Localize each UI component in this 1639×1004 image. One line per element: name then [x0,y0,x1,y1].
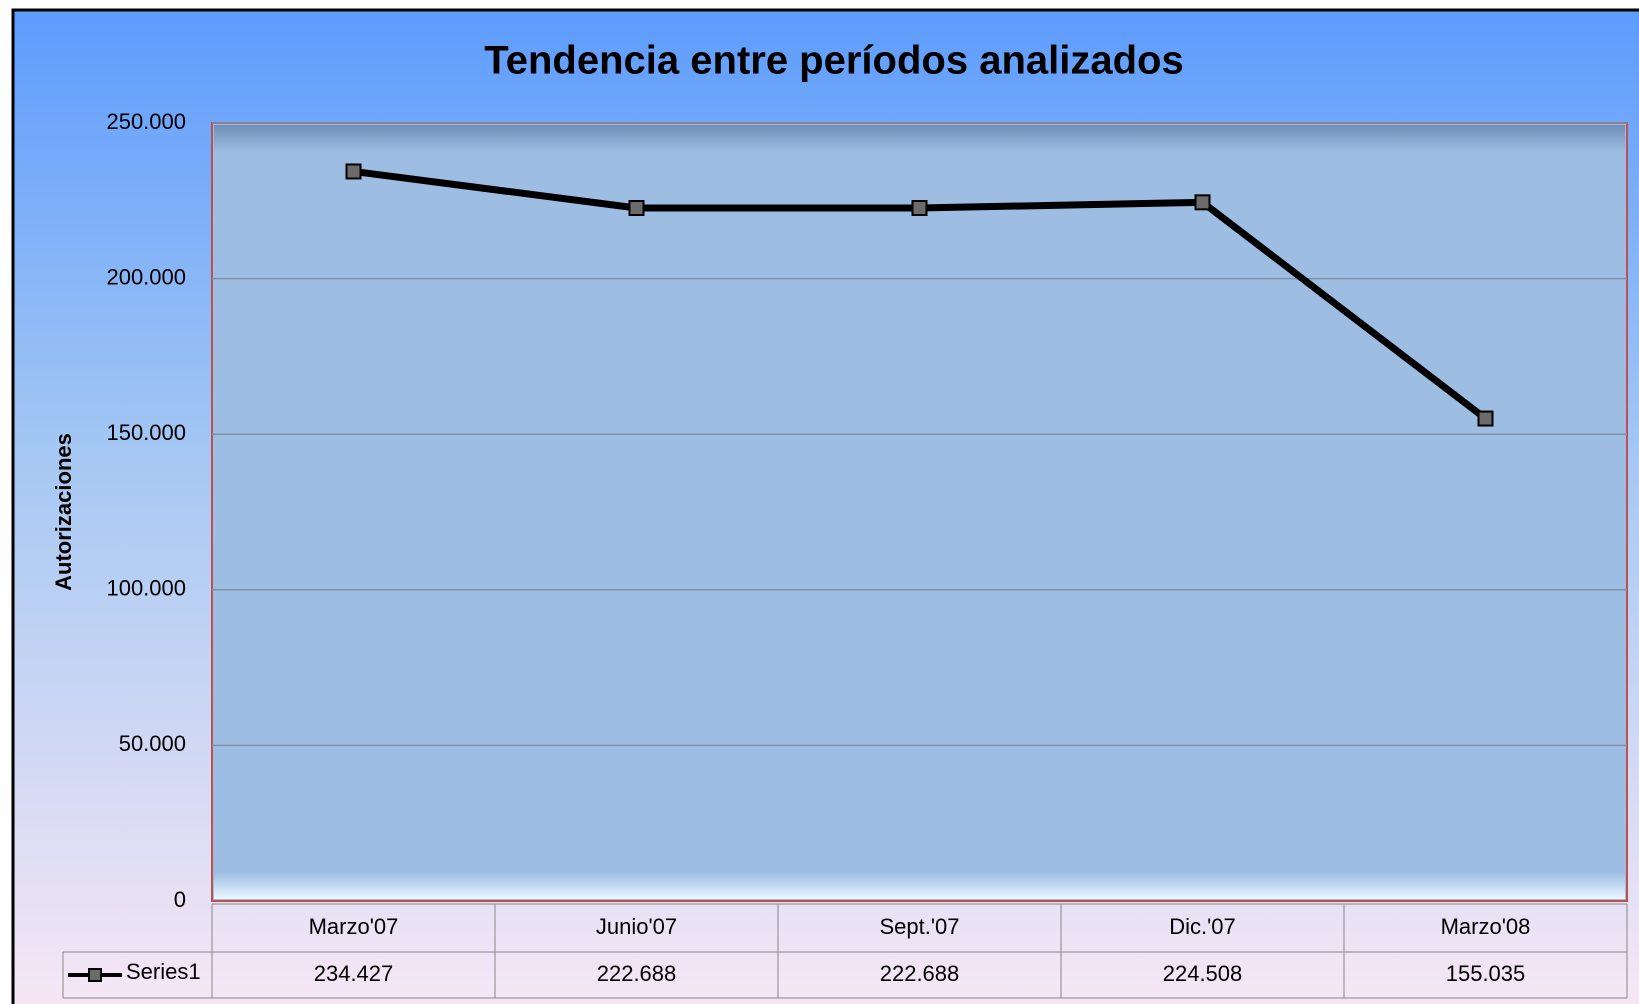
data-table-value: 222.688 [880,961,960,986]
plot-area [211,122,1628,902]
data-table-value: 155.035 [1446,961,1526,986]
chart-title: Tendencia entre períodos analizados [484,39,1183,83]
point-marker [911,199,928,216]
x-tick-label: Junio'07 [596,914,677,939]
y-tick-label: 250.000 [106,109,186,134]
x-tick-label: Dic.'07 [1169,914,1236,939]
data-table-value: 234.427 [314,961,394,986]
legend-label: Series1 [126,959,201,984]
data-table-value: 222.688 [597,961,677,986]
x-tick-label: Sept.'07 [879,914,959,939]
point-marker [628,199,645,216]
point-marker [1477,410,1494,427]
y-tick-label: 150.000 [106,420,186,445]
y-tick-label: 200.000 [106,264,186,289]
point-marker [345,163,362,180]
point-marker [1194,194,1211,211]
x-tick-label: Marzo'07 [309,914,399,939]
y-axis-label: Autorizaciones [51,433,76,591]
y-tick-label: 50.000 [119,731,186,756]
plot-bevel [214,872,1625,899]
y-tick-label: 100.000 [106,576,186,601]
plot-bevel [214,125,1625,153]
x-tick-label: Marzo'08 [1441,914,1531,939]
y-tick-label: 0 [174,887,186,912]
legend-marker [88,968,102,982]
data-table-value: 224.508 [1163,961,1243,986]
